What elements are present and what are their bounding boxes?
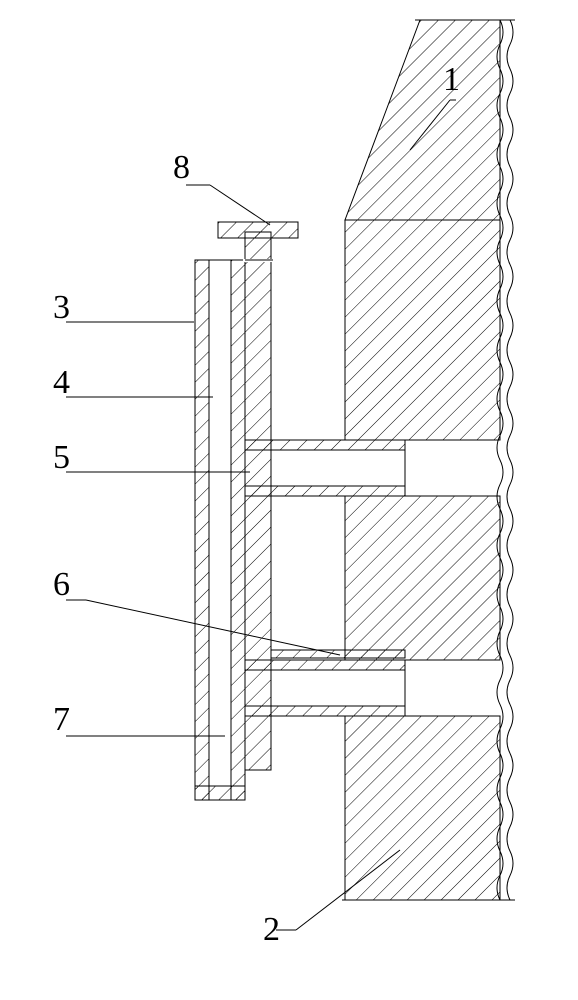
- callout-3: 3: [53, 289, 70, 326]
- callout-1: 1: [443, 61, 460, 98]
- callout-8: 8: [173, 149, 190, 186]
- callout-6: 6: [53, 566, 70, 603]
- callout-2: 2: [263, 911, 280, 948]
- callout-4: 4: [53, 364, 70, 401]
- callout-7: 7: [53, 701, 70, 738]
- callout-5: 5: [53, 439, 70, 476]
